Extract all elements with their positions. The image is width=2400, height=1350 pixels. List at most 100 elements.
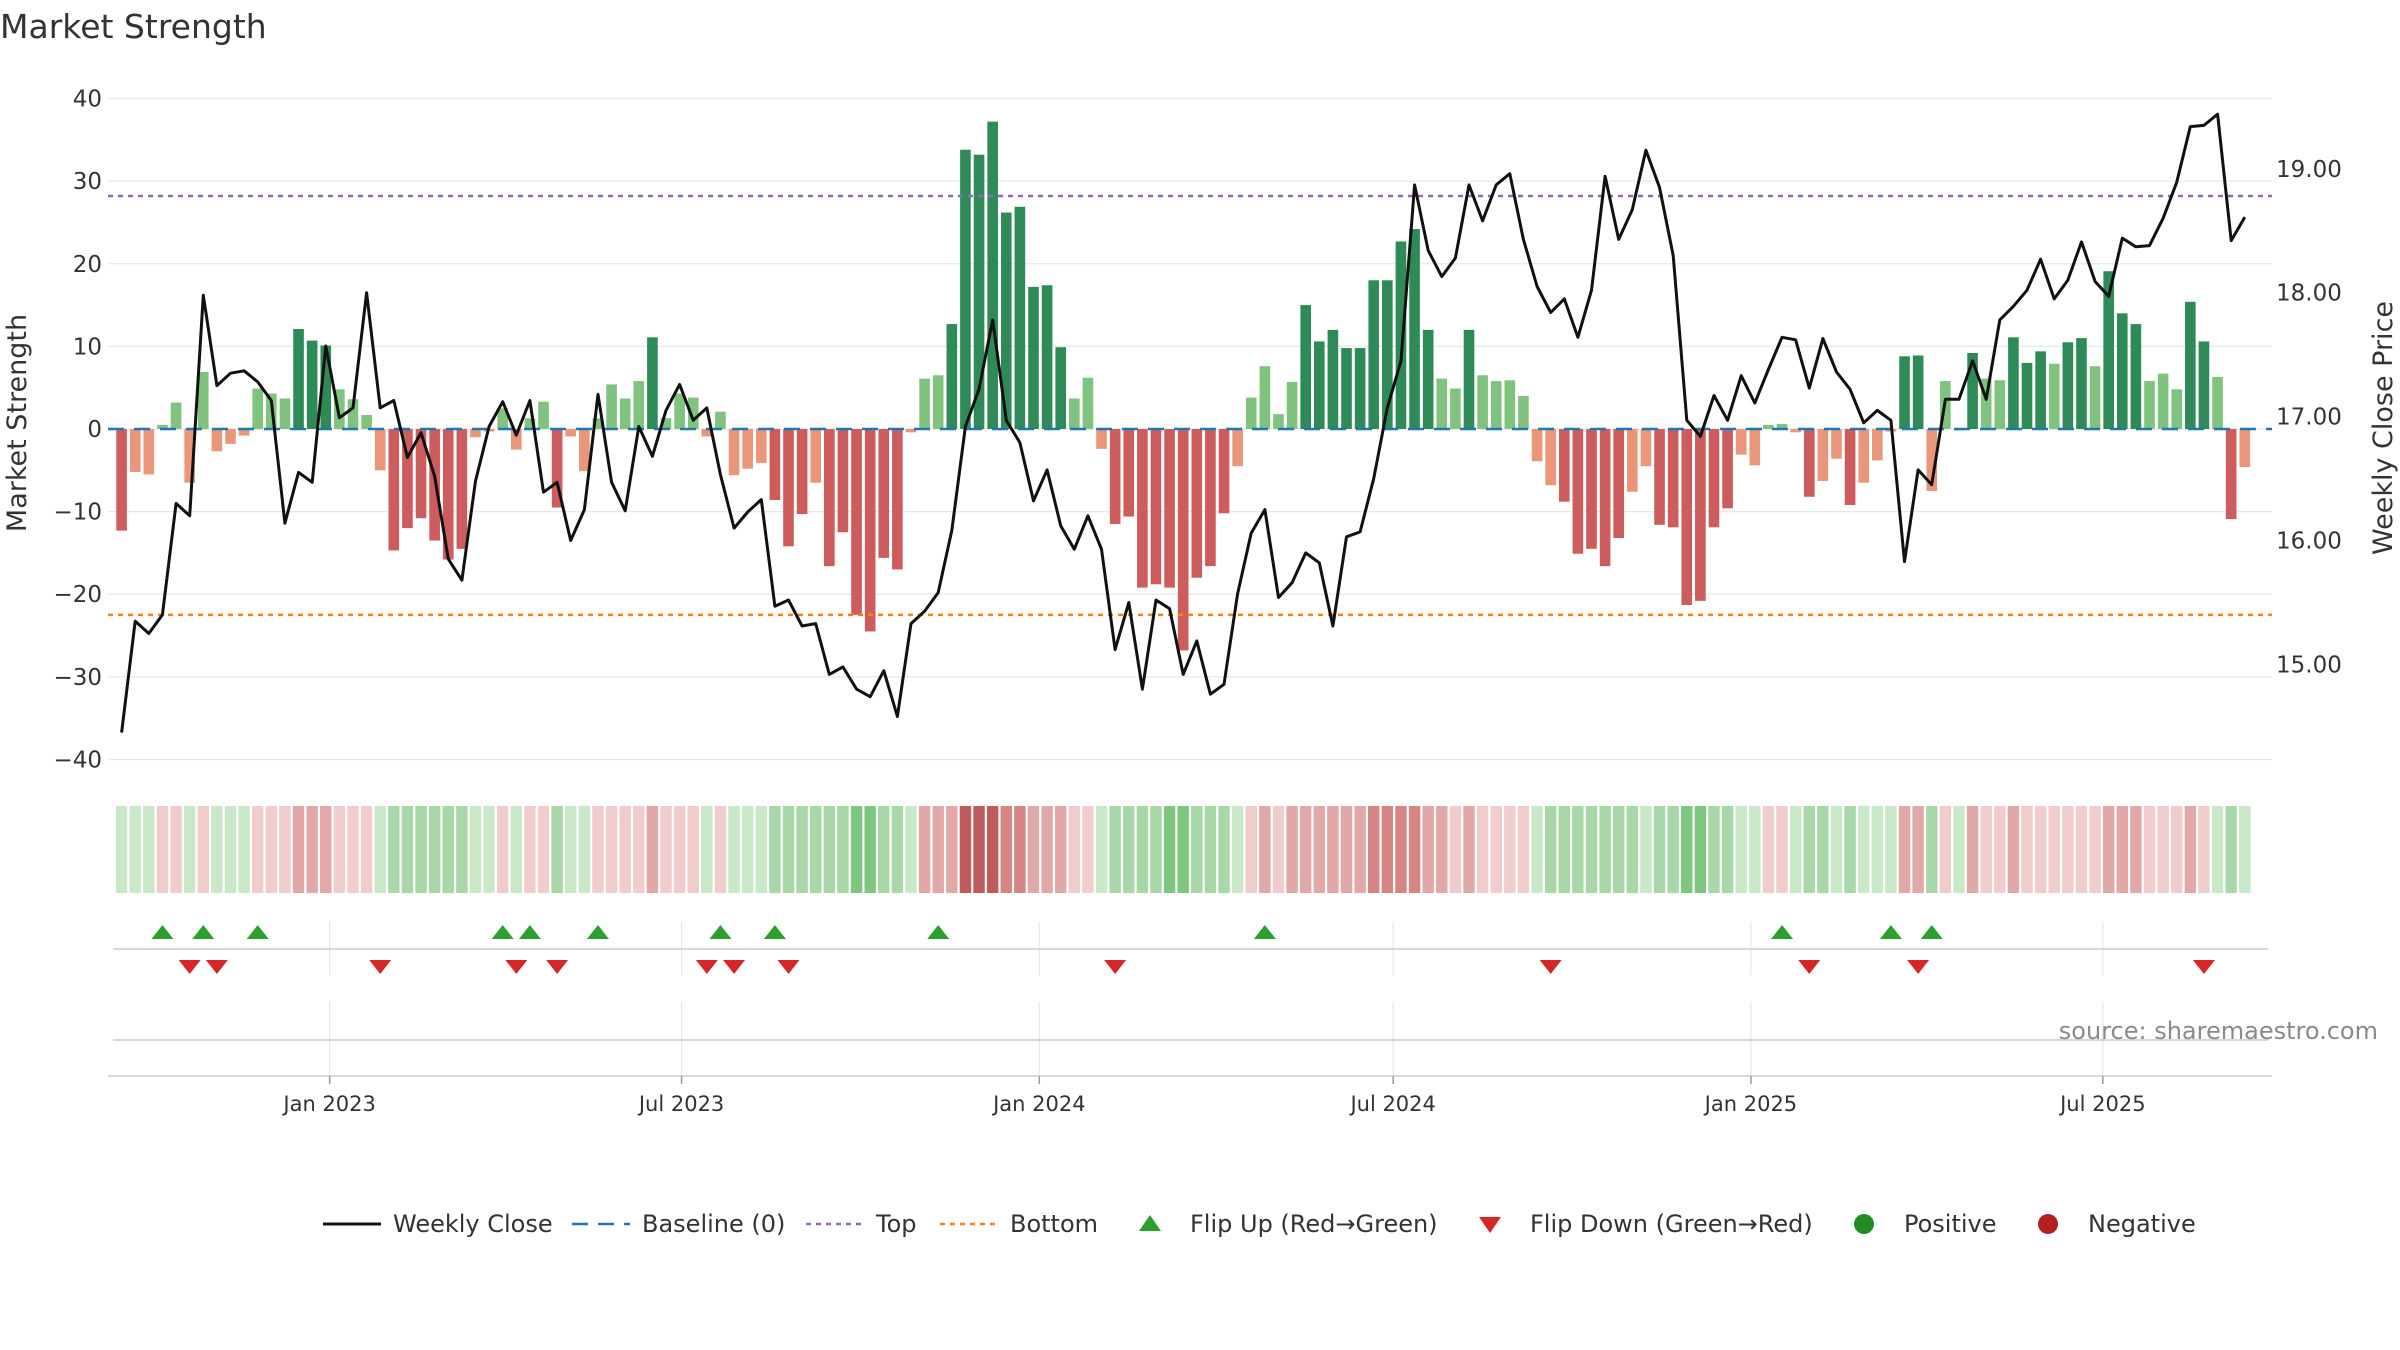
flip-up-marker: [518, 925, 541, 939]
flip-up-marker: [1879, 925, 1902, 939]
flip-down-marker: [205, 960, 228, 974]
strength-bar: [2225, 429, 2237, 520]
strength-bar: [1382, 280, 1393, 429]
strength-bar: [2048, 363, 2060, 429]
x-tick-label: Jul 2023: [637, 1092, 724, 1116]
regime-cell: [306, 806, 318, 893]
strength-bar: [1368, 280, 1380, 429]
regime-cell: [1762, 806, 1775, 893]
x-axis: Jan 2023 Jul 2023 Jan 2024 Jul 2024 Jan 2025…: [108, 1039, 2272, 1116]
x-tick-label: Jul 2024: [1348, 1092, 1435, 1116]
strength-bar: [1518, 395, 1529, 429]
regime-cell: [1667, 806, 1679, 893]
regime-cell: [1395, 806, 1407, 893]
strength-bar: [252, 388, 264, 429]
strength-bar: [2198, 341, 2210, 429]
regime-cell: [918, 806, 931, 893]
regime-cell: [1626, 806, 1639, 893]
regime-cell: [374, 806, 386, 893]
strength-bar: [1109, 429, 1121, 525]
regime-cell: [1272, 806, 1285, 893]
regime-cell: [687, 806, 699, 893]
regime-cell: [2157, 806, 2169, 893]
strength-bar: [592, 418, 604, 429]
strength-bar: [197, 371, 209, 429]
strength-bar: [1245, 397, 1257, 429]
strength-bar: [1028, 286, 1039, 429]
y-axis-ticks: 40 30 20 10 0 −10 −20 −30 −40: [53, 87, 102, 774]
strength-bar: [810, 429, 822, 483]
strength-bar: [660, 418, 672, 429]
regime-cell: [183, 806, 196, 893]
strength-bar: [524, 418, 536, 429]
strength-bar: [1722, 429, 1733, 509]
regime-cell: [1844, 806, 1856, 893]
strength-bar: [905, 429, 917, 433]
regime-cell: [360, 806, 373, 893]
strength-bar: [1341, 348, 1352, 429]
regime-cell: [1313, 806, 1326, 893]
strength-bar: [470, 429, 481, 438]
regime-cell: [1463, 806, 1475, 893]
regime-cell: [673, 806, 686, 893]
y-tick-label: −40: [53, 747, 102, 773]
strength-bar: [1327, 329, 1339, 429]
regime-cell: [878, 806, 890, 893]
regime-cell: [251, 806, 264, 893]
regime-cell: [401, 806, 414, 893]
strength-bar: [388, 429, 400, 551]
regime-cell: [1980, 806, 1992, 893]
regime-cell: [1490, 806, 1502, 893]
strength-bar: [402, 429, 413, 529]
regime-cell: [1653, 806, 1666, 893]
regime-cell: [1994, 806, 2006, 893]
regime-cell: [769, 806, 781, 893]
strength-bar: [824, 429, 835, 567]
flip-down-marker: [695, 960, 718, 974]
flip-up-marker: [586, 925, 609, 939]
source-label: source: sharemaestro.com: [2059, 1017, 2378, 1045]
regime-cell: [238, 806, 250, 893]
flip-down-marker: [777, 960, 800, 974]
strength-bar: [1695, 429, 1706, 601]
regime-cell: [1640, 806, 1652, 893]
strength-bar: [1572, 429, 1584, 554]
flip-up-marker: [491, 925, 514, 939]
flip-down-marker: [1539, 960, 1562, 974]
regime-cell: [1109, 806, 1121, 893]
regime-cell: [2075, 806, 2088, 893]
strength-bar: [1096, 429, 1107, 449]
strength-bar: [1082, 377, 1094, 429]
regime-cell: [2130, 806, 2142, 893]
flip-up-marker: [1253, 925, 1276, 939]
strength-bar: [306, 340, 318, 429]
flip-down-marker: [1104, 960, 1127, 974]
regime-cell: [1476, 806, 1489, 893]
regime-cell: [578, 806, 591, 893]
strength-bar: [1218, 429, 1230, 514]
strength-bar: [1422, 329, 1434, 429]
strength-bar: [2185, 301, 2196, 429]
regime-cell: [1912, 806, 1924, 893]
regime-cell: [864, 806, 876, 893]
strength-bar: [2130, 324, 2142, 429]
x-tick-label: Jan 2023: [281, 1092, 376, 1116]
y-tick-label: 40: [73, 87, 102, 113]
flip-up-marker: [192, 925, 215, 939]
strength-bar: [2212, 376, 2223, 429]
strength-bar: [1313, 341, 1325, 429]
strength-bar: [1803, 429, 1815, 497]
strength-bar: [1667, 429, 1679, 528]
legend-label: Weekly Close: [393, 1210, 553, 1238]
regime-cell: [850, 806, 863, 893]
strength-bar: [864, 429, 876, 632]
flip-down-marker: [2192, 960, 2215, 974]
legend-label: Top: [875, 1210, 917, 1238]
strength-bar: [932, 375, 944, 429]
strength-bar: [1191, 429, 1203, 578]
strength-bar: [728, 429, 740, 476]
regime-cell: [660, 806, 672, 893]
strength-bar: [1395, 241, 1407, 429]
legend-label: Baseline (0): [642, 1210, 785, 1238]
regime-cell: [292, 806, 305, 893]
